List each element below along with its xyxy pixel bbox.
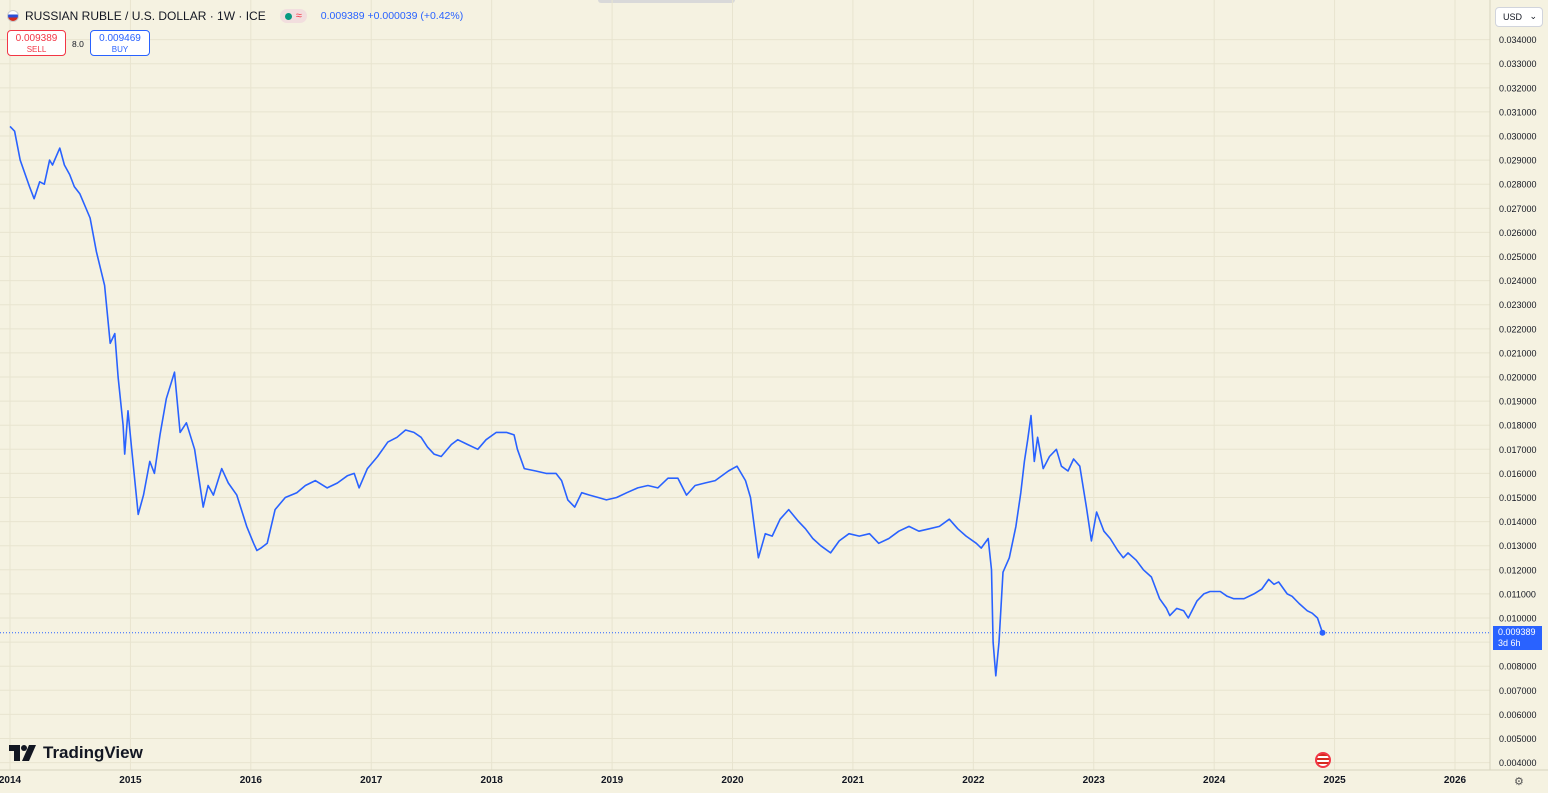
- x-tick-label: 2018: [481, 775, 504, 786]
- y-tick-label: 0.014000: [1499, 517, 1537, 527]
- y-tick-label: 0.024000: [1499, 276, 1537, 286]
- delayed-data-icon: ≈: [295, 10, 302, 22]
- y-tick-label: 0.011000: [1499, 589, 1536, 599]
- y-tick-label: 0.033000: [1499, 59, 1537, 69]
- y-tick-label: 0.004000: [1499, 758, 1537, 768]
- y-tick-label: 0.027000: [1499, 204, 1537, 214]
- x-tick-label: 2020: [721, 775, 744, 786]
- y-tick-label: 0.019000: [1499, 397, 1537, 407]
- y-tick-label: 0.031000: [1499, 107, 1537, 117]
- tradingview-logo[interactable]: TradingView: [9, 743, 143, 763]
- y-tick-label: 0.008000: [1499, 662, 1537, 672]
- currency-value: USD: [1503, 12, 1523, 22]
- x-tick-label: 2019: [601, 775, 624, 786]
- x-tick-label: 2015: [119, 775, 142, 786]
- y-tick-label: 0.013000: [1499, 541, 1537, 551]
- plot-area: [0, 125, 1490, 677]
- settings-gear-icon[interactable]: ⚙: [1514, 776, 1524, 788]
- sell-button[interactable]: 0.009389 SELL: [7, 30, 66, 56]
- x-tick-label: 2024: [1203, 775, 1226, 786]
- y-tick-label: 0.018000: [1499, 421, 1537, 431]
- sell-price: 0.009389: [15, 33, 58, 44]
- y-tick-label: 0.010000: [1499, 614, 1537, 624]
- us-flag-event-icon[interactable]: [1315, 752, 1331, 768]
- russia-flag-icon: [7, 10, 19, 22]
- y-tick-label: 0.017000: [1499, 445, 1537, 455]
- top-drag-handle[interactable]: [598, 0, 735, 3]
- spread-value: 8.0: [72, 39, 84, 49]
- tradingview-logo-icon: [9, 745, 36, 761]
- brand-name: TradingView: [43, 743, 143, 762]
- y-tick-label: 0.026000: [1499, 228, 1537, 238]
- y-tick-label: 0.007000: [1499, 686, 1537, 696]
- bar-countdown: 3d 6h: [1498, 638, 1521, 648]
- y-tick-label: 0.030000: [1499, 132, 1537, 142]
- y-tick-label: 0.022000: [1499, 324, 1537, 334]
- sell-label: SELL: [26, 45, 47, 54]
- buy-button[interactable]: 0.009469 BUY: [90, 30, 150, 56]
- y-tick-label: 0.012000: [1499, 565, 1537, 575]
- y-tick-label: 0.015000: [1499, 493, 1537, 503]
- currency-select[interactable]: USD ⌄: [1495, 7, 1543, 27]
- y-tick-label: 0.025000: [1499, 252, 1537, 262]
- chevron-down-icon: ⌄: [1529, 11, 1537, 21]
- y-tick-label: 0.023000: [1499, 300, 1537, 310]
- x-tick-label: 2026: [1444, 775, 1467, 786]
- last-price-dot: [1319, 629, 1326, 636]
- market-status-badge[interactable]: ≈: [279, 9, 307, 23]
- x-tick-label: 2021: [842, 775, 865, 786]
- chart-grid: [0, 0, 1490, 770]
- symbol-title[interactable]: RUSSIAN RUBLE / U.S. DOLLAR · 1W · ICE: [25, 9, 266, 23]
- x-tick-label: 2014: [0, 775, 22, 786]
- y-tick-label: 0.034000: [1499, 35, 1537, 45]
- last-quote: 0.009389 +0.000039 (+0.42%): [320, 10, 464, 22]
- market-open-icon: [284, 12, 292, 20]
- y-tick-label: 0.005000: [1499, 734, 1537, 744]
- y-tick-label: 0.006000: [1499, 710, 1537, 720]
- price-axis: 0.004000 0.005000 0.006000 0.007000 0.008000…: [1489, 0, 1537, 770]
- x-tick-label: 2017: [360, 775, 383, 786]
- buy-price: 0.009469: [99, 33, 141, 44]
- last-price-label: 0.009389 3d 6h: [1493, 626, 1542, 650]
- y-tick-label: 0.029000: [1499, 156, 1537, 166]
- x-tick-label: 2016: [240, 775, 263, 786]
- time-axis: 2014 2015 2016 2017 2018 2019 2020 2021 2022 2023…: [0, 769, 1548, 786]
- x-tick-label: 2023: [1083, 775, 1106, 786]
- last-price-value: 0.009389: [1498, 627, 1536, 637]
- y-tick-label: 0.032000: [1499, 83, 1537, 93]
- symbol-header: RUSSIAN RUBLE / U.S. DOLLAR · 1W · ICE ≈…: [7, 9, 463, 23]
- y-tick-label: 0.021000: [1499, 348, 1537, 358]
- y-tick-label: 0.028000: [1499, 180, 1537, 190]
- y-tick-label: 0.020000: [1499, 373, 1537, 383]
- buy-label: BUY: [111, 45, 129, 54]
- y-tick-label: 0.016000: [1499, 469, 1537, 479]
- x-tick-label: 2022: [962, 775, 985, 786]
- price-series-line: [9, 125, 1324, 677]
- x-tick-label: 2025: [1323, 775, 1346, 786]
